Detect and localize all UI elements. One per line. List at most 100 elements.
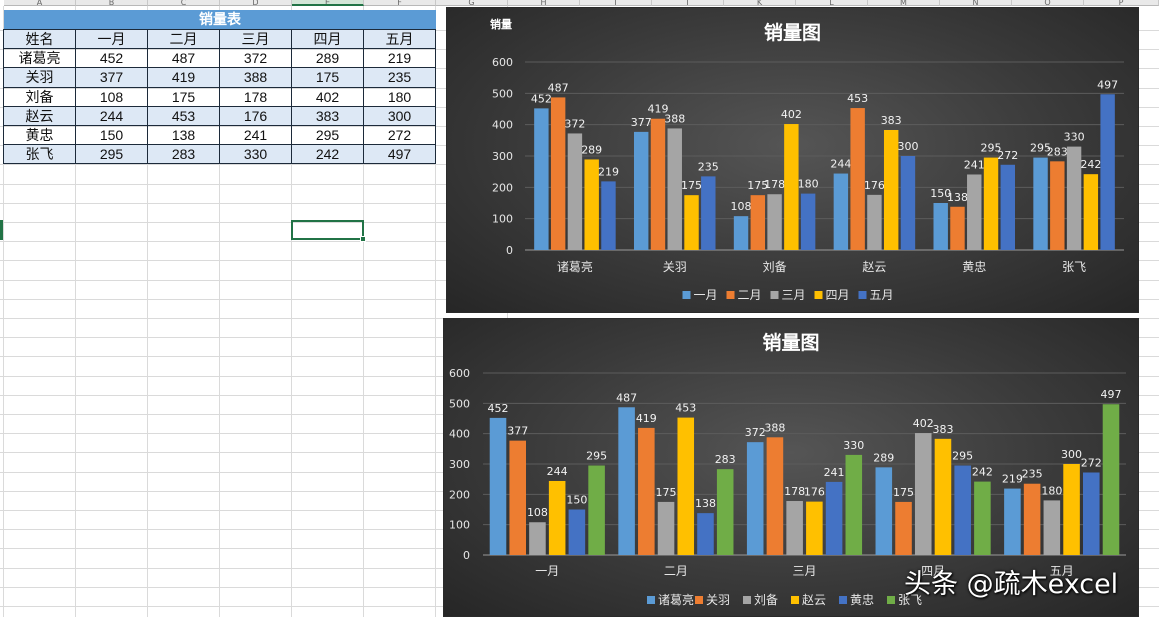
bar[interactable] <box>1004 488 1021 555</box>
table-value-cell[interactable]: 487 <box>148 49 220 69</box>
table-value-cell[interactable]: 242 <box>292 145 364 165</box>
bar[interactable] <box>489 417 507 555</box>
bar[interactable] <box>638 427 655 555</box>
table-name-cell[interactable]: 刘备 <box>4 87 76 107</box>
bar[interactable] <box>895 501 912 555</box>
table-value-cell[interactable]: 108 <box>76 87 148 107</box>
table-name-cell[interactable]: 关羽 <box>4 68 76 88</box>
bar[interactable] <box>845 454 863 555</box>
bar[interactable] <box>766 437 784 555</box>
column-header-D[interactable]: D <box>220 0 292 6</box>
bar[interactable] <box>1033 157 1048 250</box>
bar[interactable] <box>914 433 932 555</box>
bar[interactable] <box>701 176 716 250</box>
column-header-G[interactable]: G <box>436 0 508 6</box>
column-header-C[interactable]: C <box>148 0 220 6</box>
table-value-cell[interactable]: 219 <box>364 49 436 69</box>
selected-cell[interactable] <box>291 220 364 240</box>
bar[interactable] <box>900 156 916 250</box>
bar[interactable] <box>568 509 586 556</box>
table-value-cell[interactable]: 452 <box>76 49 148 69</box>
bar[interactable] <box>1063 464 1080 555</box>
column-header-E[interactable]: E <box>292 0 364 6</box>
column-header-M[interactable]: M <box>868 0 940 6</box>
legend-item[interactable]: 一月 <box>682 288 718 302</box>
column-header-H[interactable]: H <box>508 0 580 6</box>
bar[interactable] <box>684 195 699 250</box>
bar[interactable] <box>934 438 952 555</box>
table-value-cell[interactable]: 453 <box>148 106 220 126</box>
table-header-cell[interactable]: 五月 <box>364 30 436 50</box>
bar[interactable] <box>983 157 999 250</box>
table-value-cell[interactable]: 272 <box>364 126 436 146</box>
column-header-F[interactable]: F <box>364 0 436 6</box>
table-value-cell[interactable]: 180 <box>364 87 436 107</box>
column-header-P[interactable]: P <box>1084 0 1159 6</box>
table-value-cell[interactable]: 330 <box>220 145 292 165</box>
legend-item[interactable]: 四月 <box>814 288 850 302</box>
bar[interactable] <box>601 181 616 250</box>
bar[interactable] <box>550 97 566 250</box>
bar[interactable] <box>784 124 799 250</box>
bar[interactable] <box>1066 146 1082 250</box>
table-value-cell[interactable]: 300 <box>364 106 436 126</box>
fill-handle[interactable] <box>360 236 366 242</box>
bar[interactable] <box>825 481 843 555</box>
legend-item[interactable]: 三月 <box>770 288 806 302</box>
bar[interactable] <box>1000 164 1016 250</box>
table-header-cell[interactable]: 姓名 <box>4 30 76 50</box>
bar[interactable] <box>657 501 675 555</box>
bar[interactable] <box>588 465 605 555</box>
column-header-N[interactable]: N <box>940 0 1012 6</box>
bar[interactable] <box>584 159 599 250</box>
table-name-cell[interactable]: 黄忠 <box>4 126 76 146</box>
bar[interactable] <box>1050 161 1065 250</box>
bar[interactable] <box>767 194 782 250</box>
table-value-cell[interactable]: 388 <box>220 68 292 88</box>
legend-item[interactable]: 黄忠 <box>839 593 874 607</box>
column-header-K[interactable]: K <box>724 0 796 6</box>
legend-item[interactable]: 诸葛亮 <box>647 592 694 607</box>
table-name-cell[interactable]: 诸葛亮 <box>4 49 76 69</box>
bar[interactable] <box>633 131 649 250</box>
column-header-A[interactable]: A <box>4 0 76 6</box>
column-header-J[interactable]: J <box>652 0 724 6</box>
legend-item[interactable]: 赵云 <box>791 593 826 607</box>
table-name-cell[interactable]: 张飞 <box>4 145 76 165</box>
table-value-cell[interactable]: 175 <box>148 87 220 107</box>
bar[interactable] <box>534 108 549 250</box>
table-value-cell[interactable]: 235 <box>364 68 436 88</box>
table-header-cell[interactable]: 二月 <box>148 30 220 50</box>
bar[interactable] <box>883 129 899 250</box>
table-value-cell[interactable]: 283 <box>148 145 220 165</box>
table-value-cell[interactable]: 377 <box>76 68 148 88</box>
legend-item[interactable]: 关羽 <box>695 593 730 607</box>
table-header-cell[interactable]: 三月 <box>220 30 292 50</box>
column-header-O[interactable]: O <box>1012 0 1084 6</box>
legend-item[interactable]: 二月 <box>726 288 762 302</box>
bar[interactable] <box>733 216 749 250</box>
bar[interactable] <box>967 174 982 250</box>
column-header-B[interactable]: B <box>76 0 148 6</box>
bar[interactable] <box>1083 174 1099 250</box>
legend-item[interactable]: 刘备 <box>743 593 778 607</box>
bar[interactable] <box>650 118 666 250</box>
table-header-cell[interactable]: 四月 <box>292 30 364 50</box>
table-value-cell[interactable]: 175 <box>292 68 364 88</box>
chart-by-month[interactable]: 销量图 0 100 200 300 400 500 600 452 487 372 289 219 377… <box>443 318 1139 617</box>
bar[interactable] <box>1102 404 1120 555</box>
legend-item[interactable]: 张飞 <box>887 593 922 607</box>
bar[interactable] <box>1082 472 1100 555</box>
table-value-cell[interactable]: 176 <box>220 106 292 126</box>
bar[interactable] <box>800 193 816 250</box>
table-value-cell[interactable]: 289 <box>292 49 364 69</box>
table-value-cell[interactable]: 244 <box>76 106 148 126</box>
bar[interactable] <box>1043 500 1061 555</box>
table-value-cell[interactable]: 497 <box>364 145 436 165</box>
table-value-cell[interactable]: 383 <box>292 106 364 126</box>
table-name-cell[interactable]: 赵云 <box>4 106 76 126</box>
table-value-cell[interactable]: 402 <box>292 87 364 107</box>
bar[interactable] <box>867 194 882 250</box>
bar[interactable] <box>786 501 803 555</box>
